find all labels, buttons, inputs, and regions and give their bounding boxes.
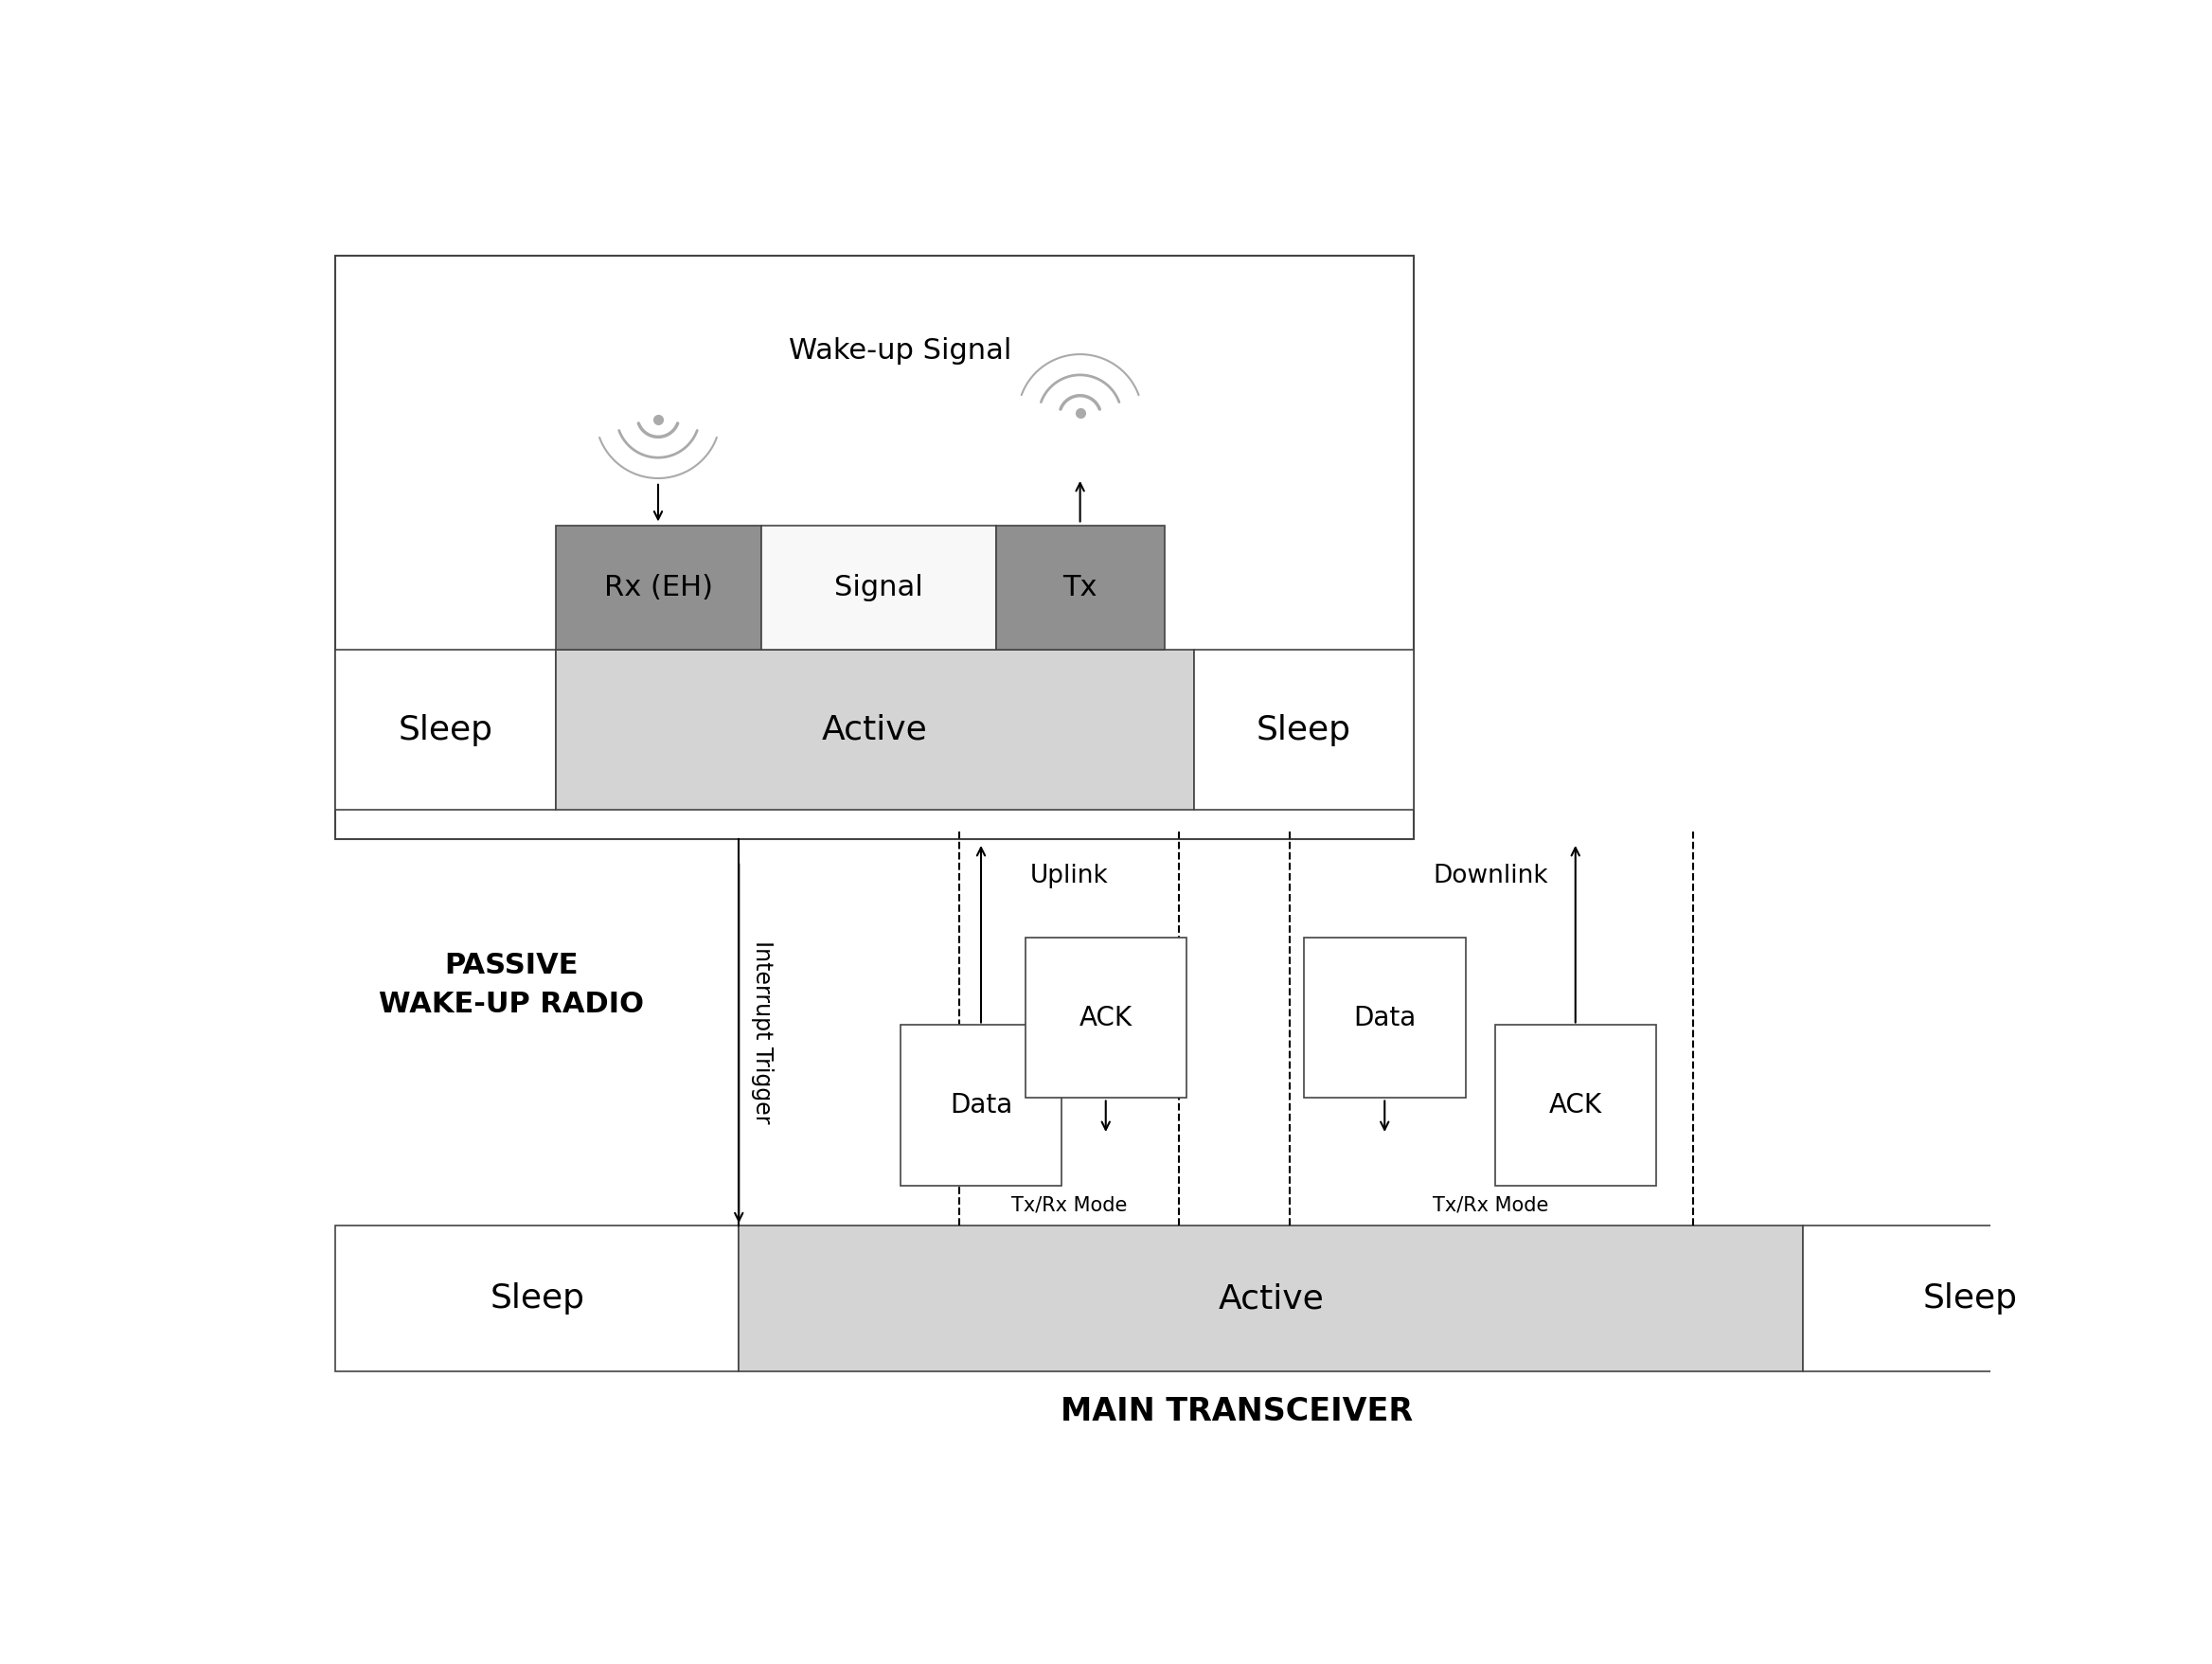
Text: Rx (EH): Rx (EH) (604, 574, 712, 601)
Text: MAIN TRANSCEIVER: MAIN TRANSCEIVER (1060, 1396, 1413, 1428)
Bar (995, 526, 1164, 649)
Bar (1194, 649, 1413, 810)
Bar (761, 526, 995, 649)
Bar (739, 1226, 1803, 1371)
Text: Sleep: Sleep (489, 1283, 584, 1315)
Text: Sleep: Sleep (398, 714, 493, 745)
Text: Downlink: Downlink (1433, 864, 1548, 889)
Text: Active: Active (821, 714, 927, 745)
Text: Sleep: Sleep (1922, 1283, 2017, 1315)
Text: Tx/Rx Mode: Tx/Rx Mode (1011, 1196, 1126, 1215)
Text: Wake-up Signal: Wake-up Signal (790, 336, 1011, 364)
Text: Sleep: Sleep (1256, 714, 1352, 745)
Text: Active: Active (1219, 1283, 1323, 1315)
Bar (555, 526, 761, 649)
Text: Data: Data (949, 1092, 1013, 1118)
Bar (1303, 938, 1464, 1098)
Bar (1024, 938, 1186, 1098)
Bar (900, 1025, 1062, 1186)
Text: Interrupt Trigger: Interrupt Trigger (750, 940, 774, 1125)
Text: Data: Data (1354, 1005, 1416, 1032)
Text: Uplink: Uplink (1031, 864, 1108, 889)
Text: Tx: Tx (1062, 574, 1097, 601)
Bar (336, 256, 1413, 839)
Text: ACK: ACK (1079, 1005, 1133, 1032)
Text: Tx/Rx Mode: Tx/Rx Mode (1433, 1196, 1548, 1215)
Text: Signal: Signal (834, 574, 922, 601)
Bar (1803, 1226, 2137, 1371)
Text: ACK: ACK (1548, 1092, 1601, 1118)
Bar (555, 649, 1194, 810)
Bar (336, 1226, 739, 1371)
Text: PASSIVE
WAKE-UP RADIO: PASSIVE WAKE-UP RADIO (378, 952, 644, 1018)
Bar (1495, 1025, 1657, 1186)
Bar (336, 649, 555, 810)
